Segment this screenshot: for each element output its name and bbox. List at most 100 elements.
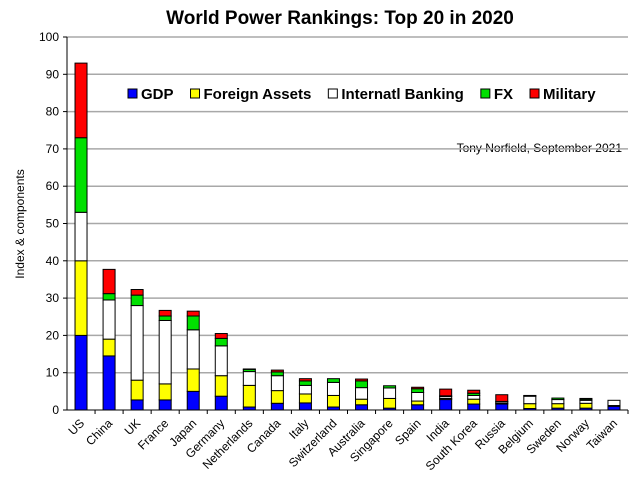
y-tick-label: 60	[46, 179, 60, 193]
bar-segment-gdp	[468, 404, 480, 410]
bar-segment-gdp	[103, 356, 115, 410]
bar-segment-military	[299, 379, 311, 381]
bar-segment-internatl-banking	[271, 376, 283, 391]
bar-segment-internatl-banking	[75, 212, 87, 260]
bar-segment-foreign-assets	[131, 380, 143, 400]
legend-label: Military	[543, 86, 596, 103]
bar-segment-internatl-banking	[103, 300, 115, 339]
y-tick-label: 30	[46, 291, 60, 305]
bar-segment-fx	[384, 386, 396, 388]
bar-segment-internatl-banking	[468, 395, 480, 399]
bar-segment-gdp	[159, 400, 171, 410]
annotation: Tony Norfield, September 2021	[457, 141, 623, 155]
legend-swatch	[530, 89, 539, 98]
y-tick-label: 100	[39, 30, 59, 44]
chart-title: World Power Rankings: Top 20 in 2020	[166, 8, 514, 29]
bar-segment-military	[440, 389, 452, 396]
bar-segment-foreign-assets	[327, 395, 339, 407]
bar-segment-internatl-banking	[524, 396, 536, 403]
bar-segment-gdp	[412, 405, 424, 410]
bar-segment-foreign-assets	[552, 404, 564, 408]
x-tick-label: Taiwan	[584, 416, 620, 452]
bar-segment-fx	[131, 295, 143, 305]
bar-segment-military	[580, 398, 592, 399]
bar-segment-internatl-banking	[243, 372, 255, 386]
bar-segment-fx	[412, 389, 424, 393]
y-axis-label: Index & components	[13, 169, 27, 278]
bar-segment-internatl-banking	[299, 385, 311, 394]
bar-segment-military	[215, 334, 227, 339]
bar-segment-military	[187, 311, 199, 316]
y-tick-label: 70	[46, 142, 60, 156]
y-tick-label: 10	[46, 366, 60, 380]
bar-segment-internatl-banking	[384, 388, 396, 398]
y-tick-label: 90	[46, 67, 60, 81]
bar-segment-gdp	[187, 391, 199, 410]
bar-segment-military	[468, 390, 480, 393]
bar-segment-fx	[299, 381, 311, 385]
bar-segment-fx	[356, 381, 368, 388]
bar-segment-foreign-assets	[412, 401, 424, 405]
bar-segment-fx	[75, 138, 87, 213]
legend-swatch	[191, 89, 200, 98]
legend-swatch	[328, 89, 337, 98]
bar-segment-foreign-assets	[159, 384, 171, 400]
y-tick-label: 0	[52, 403, 59, 417]
bar-segment-military	[75, 63, 87, 138]
bar-segment-foreign-assets	[243, 385, 255, 407]
bar-segment-fx	[552, 398, 564, 399]
bar-segment-foreign-assets	[356, 399, 368, 405]
bar-segment-gdp	[215, 396, 227, 410]
x-tick-label: France	[135, 416, 172, 453]
legend-label: FX	[494, 86, 513, 103]
x-tick-label: Spain	[392, 416, 424, 448]
bar-segment-internatl-banking	[608, 400, 620, 405]
bar-segment-gdp	[299, 403, 311, 410]
bar-segment-internatl-banking	[356, 388, 368, 400]
bar-segment-internatl-banking	[552, 400, 564, 404]
bar-segment-foreign-assets	[524, 404, 536, 409]
bar-segment-military	[159, 310, 171, 316]
y-tick-label: 50	[46, 217, 60, 231]
x-tick-label: UK	[122, 416, 144, 438]
legend-label: GDP	[141, 86, 174, 103]
bar-segment-military	[131, 290, 143, 296]
bar-segment-foreign-assets	[215, 376, 227, 397]
bar-segment-foreign-assets	[271, 391, 283, 404]
bar-segment-fx	[187, 316, 199, 330]
legend-swatch	[481, 89, 490, 98]
bar-segment-internatl-banking	[215, 346, 227, 376]
bar-segment-internatl-banking	[187, 330, 199, 369]
bar-segment-gdp	[608, 406, 620, 410]
bar-segment-foreign-assets	[103, 339, 115, 356]
bar-segment-military	[412, 387, 424, 388]
legend-label: Foreign Assets	[204, 86, 312, 103]
bar-segment-foreign-assets	[384, 398, 396, 408]
bar-segment-foreign-assets	[580, 403, 592, 408]
bar-segment-fx	[103, 294, 115, 300]
bar-segment-foreign-assets	[75, 261, 87, 336]
bar-segment-fx	[271, 372, 283, 376]
bar-segment-fx	[159, 316, 171, 320]
y-tick-label: 80	[46, 105, 60, 119]
bar-segment-gdp	[356, 405, 368, 410]
bar-segment-military	[356, 379, 368, 381]
bar-segment-gdp	[440, 400, 452, 410]
y-tick-label: 40	[46, 254, 60, 268]
bar-segment-internatl-banking	[131, 306, 143, 381]
legend-swatch	[128, 89, 137, 98]
x-tick-label: South Korea	[423, 416, 480, 473]
bar-segment-foreign-assets	[468, 399, 480, 404]
bar-segment-fx	[327, 379, 339, 383]
bar-segment-gdp	[496, 404, 508, 410]
bar-segment-internatl-banking	[412, 392, 424, 401]
bar-segment-foreign-assets	[187, 369, 199, 391]
legend-label: Internatl Banking	[341, 86, 464, 103]
bar-segment-fx	[215, 338, 227, 345]
bar-segment-gdp	[271, 403, 283, 410]
bar-segment-military	[271, 370, 283, 372]
x-tick-label: China	[83, 416, 115, 448]
y-tick-label: 20	[46, 328, 60, 342]
